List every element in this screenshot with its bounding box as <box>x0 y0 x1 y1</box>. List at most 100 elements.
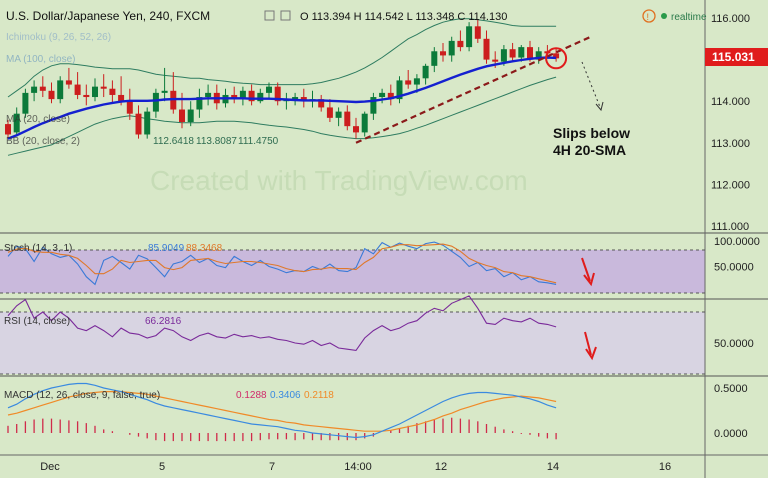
candle <box>257 88 264 104</box>
time-tick-label: 16 <box>659 461 671 473</box>
stoch-band <box>0 250 705 293</box>
candle-body <box>527 47 533 60</box>
candle <box>396 76 403 104</box>
candle-body <box>196 97 203 110</box>
macd-signal-line <box>7 391 557 432</box>
stoch-down-arrow-shaft <box>581 257 591 282</box>
candle-body <box>405 80 412 85</box>
candle <box>161 67 168 102</box>
candle-body <box>431 51 438 66</box>
time-tick-label: 14 <box>547 461 559 473</box>
warning-icon[interactable] <box>642 9 656 23</box>
candle <box>300 88 307 108</box>
candle-body <box>292 97 299 100</box>
current-price-label: 115.031 <box>712 50 755 64</box>
candle-body <box>396 80 403 100</box>
symbol-title[interactable]: U.S. Dollar/Japanese Yen, 240, FXCM <box>6 9 210 23</box>
stoch-d-value: 88.3468 <box>186 243 223 254</box>
bb-upper-line <box>7 18 557 98</box>
bb-value-lower: 111.4750 <box>238 136 279 147</box>
stoch-down-arrow <box>581 257 595 287</box>
candle <box>65 67 72 89</box>
macd-hist-value: 0.1288 <box>236 390 267 401</box>
price-tick-label: 112.000 <box>711 179 750 191</box>
time-tick-label: 5 <box>159 461 165 473</box>
price-tick-label: 114.000 <box>711 96 750 108</box>
candle-body <box>474 26 481 39</box>
candle-body <box>266 86 272 93</box>
rsi-value: 66.2816 <box>145 316 182 327</box>
candle <box>457 30 464 52</box>
price-tick-label: 116.000 <box>711 13 750 25</box>
trendline[interactable] <box>355 35 592 144</box>
candle-body <box>100 86 107 89</box>
candle-body <box>74 84 81 95</box>
bb-legend[interactable]: BB (20, close, 2) <box>6 136 80 147</box>
candle-body <box>387 92 394 100</box>
candle-body <box>83 94 90 98</box>
candle <box>344 105 351 131</box>
stoch-down-arrow-head <box>583 272 595 287</box>
candle <box>466 22 473 52</box>
candle-body <box>361 113 368 133</box>
candle <box>231 86 238 104</box>
indicator-tick-label: 50.0000 <box>714 338 754 350</box>
candle-body <box>144 111 151 135</box>
candle-body <box>135 113 142 135</box>
candle <box>83 84 90 106</box>
candle-body <box>553 53 560 59</box>
rsi-down-arrow <box>584 331 597 361</box>
candle-body <box>448 40 455 56</box>
settings-icon[interactable] <box>280 10 291 21</box>
candle-body <box>509 49 516 58</box>
ohlc-readout: O 113.394 H 114.542 L 113.348 C 114.130 <box>300 11 507 23</box>
candle-body <box>413 78 420 85</box>
candle-body <box>187 109 194 122</box>
bb-lower-line <box>7 76 557 156</box>
realtime-label: realtime <box>671 12 707 23</box>
candle-body <box>48 90 55 100</box>
candle <box>326 99 333 122</box>
warning-icon-glyph: ! <box>647 12 650 22</box>
ichimoku-legend[interactable]: Ichimoku (9, 26, 52, 26) <box>6 32 111 43</box>
visibility-icon[interactable] <box>264 10 275 21</box>
candle-body <box>500 49 507 62</box>
ma20-legend[interactable]: MA (20, close) <box>6 114 70 125</box>
macd-signal-value: 0.2118 <box>304 390 334 401</box>
annotation-line2: 4H 20-SMA <box>553 142 626 158</box>
candle-body <box>274 86 281 102</box>
candle <box>248 84 255 106</box>
ma100-legend[interactable]: MA (100, close) <box>6 54 75 65</box>
stoch-legend[interactable]: Stoch (14, 3, 1) <box>4 243 72 254</box>
candle <box>135 105 142 139</box>
candle <box>205 84 212 106</box>
candle-body <box>422 65 429 79</box>
candle <box>387 84 394 106</box>
candle-body <box>492 59 499 62</box>
stoch-d-line <box>7 243 557 284</box>
candle <box>422 63 429 85</box>
candle-body <box>239 90 246 100</box>
candle <box>152 88 159 118</box>
candle-body <box>126 101 133 114</box>
candle-body <box>370 97 377 114</box>
candle-body <box>353 126 359 133</box>
candle <box>22 88 29 118</box>
candle-body <box>118 94 125 102</box>
price-tick-label: 111.000 <box>711 221 749 233</box>
realtime-dot-icon <box>661 13 667 19</box>
candle-body <box>161 90 168 93</box>
candle <box>370 92 377 120</box>
candle <box>100 74 107 98</box>
candle <box>318 94 325 112</box>
candle-body <box>31 86 38 93</box>
candle-body <box>248 90 255 102</box>
rsi-legend[interactable]: RSI (14, close) <box>4 316 70 327</box>
macd-legend[interactable]: MACD (12, 26, close, 9, false, true) <box>4 390 160 401</box>
candle <box>405 70 412 89</box>
candle <box>13 107 20 137</box>
candle <box>440 42 446 62</box>
